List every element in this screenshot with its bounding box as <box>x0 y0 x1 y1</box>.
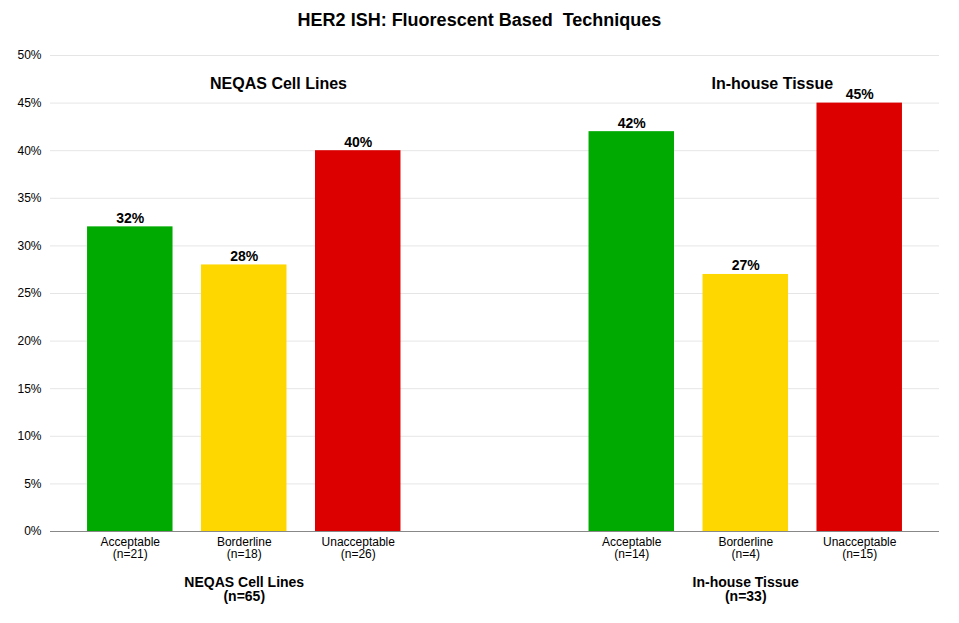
svg-text:Borderline(n=18): Borderline(n=18) <box>217 535 272 561</box>
svg-text:20%: 20% <box>17 334 41 348</box>
svg-text:In-house Tissue: In-house Tissue <box>712 75 834 92</box>
svg-text:50%: 50% <box>17 48 41 62</box>
svg-text:27%: 27% <box>732 257 761 273</box>
html-text:HER2 ISH: Fluorescent Based Te: HER2 ISH: Fluorescent Based Techniques <box>297 10 662 30</box>
svg-text:Borderline(n=4): Borderline(n=4) <box>718 535 773 561</box>
svg-text:15%: 15% <box>17 382 41 396</box>
svg-text:0%: 0% <box>24 524 42 538</box>
svg-text:40%: 40% <box>344 134 373 150</box>
svg-text:Acceptable(n=14): Acceptable(n=14) <box>602 535 662 561</box>
svg-text:Unacceptable(n=26): Unacceptable(n=26) <box>322 535 396 561</box>
svg-text:Unacceptable(n=15): Unacceptable(n=15) <box>823 535 897 561</box>
svg-text:5%: 5% <box>24 477 42 491</box>
svg-text:30%: 30% <box>17 239 41 253</box>
svg-text:28%: 28% <box>230 248 259 264</box>
svg-text:NEQAS Cell Lines(n=65): NEQAS Cell Lines(n=65) <box>184 574 304 604</box>
svg-text:40%: 40% <box>17 144 41 158</box>
svg-text:45%: 45% <box>17 96 41 110</box>
svg-text:35%: 35% <box>17 191 41 205</box>
svg-text:In-house Tissue(n=33): In-house Tissue(n=33) <box>693 574 800 604</box>
svg-text:Acceptable(n=21): Acceptable(n=21) <box>101 535 161 561</box>
svg-text:45%: 45% <box>846 86 875 102</box>
svg-text:42%: 42% <box>618 115 647 131</box>
svg-text:10%: 10% <box>17 429 41 443</box>
svg-text:25%: 25% <box>17 286 41 300</box>
svg-text:NEQAS Cell Lines: NEQAS Cell Lines <box>210 75 347 92</box>
svg-text:32%: 32% <box>116 210 145 226</box>
